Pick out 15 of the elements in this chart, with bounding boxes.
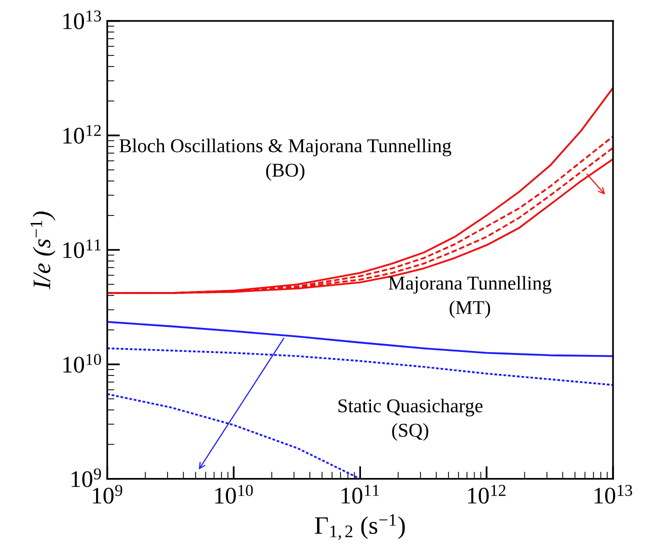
y-axis-title: I/e (s$^{−1}$) [30, 212, 56, 290]
annotation: Static Quasicharge (SQ) [338, 398, 483, 441]
x-tick-label: 10$^{9}$ [92, 484, 122, 504]
x-tick-label: 10$^{11}$ [342, 484, 379, 504]
x-tick-label: 10$^{13}$ [594, 484, 632, 504]
y-tick-label: 10$^{10}$ [63, 354, 101, 373]
x-tick-label: 10$^{10}$ [215, 484, 253, 504]
x-tick-label: 10$^{12}$ [468, 484, 506, 504]
x-axis-title: Γ$_{1,2}$ (s$^{−1}$) [314, 514, 405, 540]
annotation: Majorana Tunnelling (MT) [388, 276, 552, 318]
y-tick-label: 10$^{13}$ [63, 10, 101, 30]
y-tick-label: 10$^{11}$ [63, 239, 101, 258]
y-tick-label: 10$^{9}$ [72, 468, 101, 488]
annotation: Bloch Oscillations & Majorana Tunnelling (BO) [119, 138, 452, 181]
y-tick-label: 10$^{12}$ [63, 124, 101, 144]
